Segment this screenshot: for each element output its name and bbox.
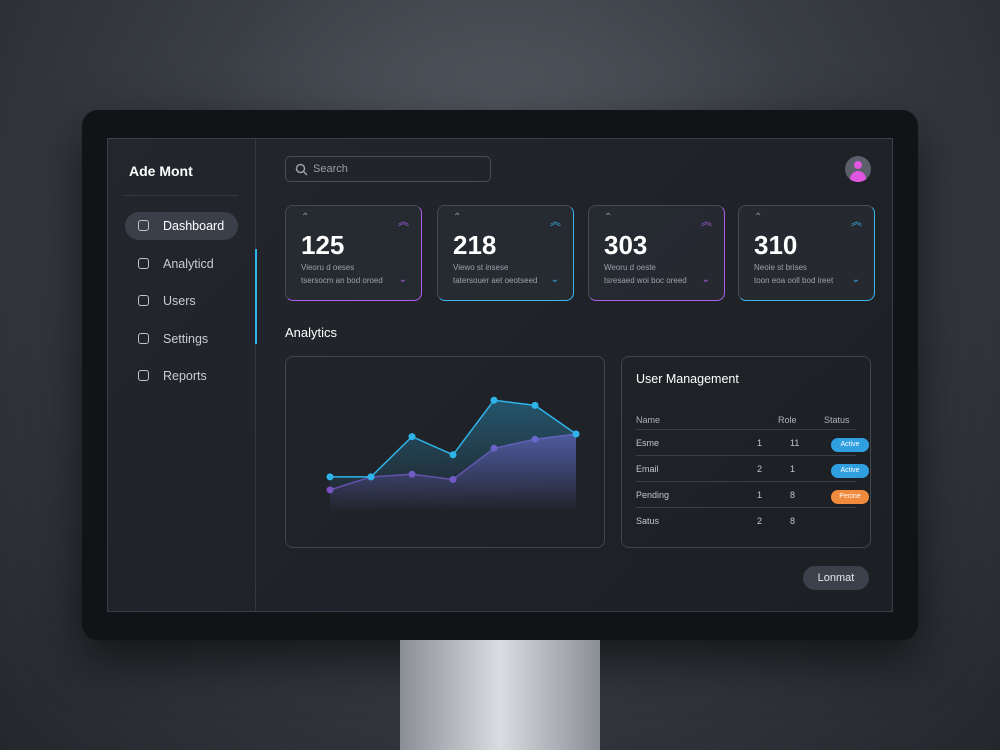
avatar[interactable] xyxy=(845,156,871,182)
chevron-down: ⌄ xyxy=(851,274,860,285)
nav-icon xyxy=(138,257,149,269)
search-icon xyxy=(295,163,308,176)
chevron-up: ⌃ xyxy=(301,212,310,223)
monitor-stand xyxy=(400,640,600,750)
chevron-up: ⌃ xyxy=(604,212,613,223)
stat-card[interactable]: ⌃ ︽ 125 Vieoru d oeses tsersocm an bod oroed… xyxy=(285,205,422,301)
chevron-up: ⌃ xyxy=(453,212,462,223)
stat-value: 125 xyxy=(301,230,345,260)
trend-icon: ︽ xyxy=(701,216,712,228)
stat-line: tatersouer aet oeotseed xyxy=(453,276,538,285)
table-row: Satus 2 8 xyxy=(636,507,856,533)
nav-label: Settings xyxy=(163,331,209,346)
nav-icon xyxy=(138,220,149,231)
stat-card[interactable]: ⌃ ︽ 310 Neoie st brises toon eoa ooll bod ir… xyxy=(738,205,875,301)
stat-line: tsresaed woi boc oreed xyxy=(604,276,687,285)
brand: Ade Mont xyxy=(129,163,193,179)
stat-card[interactable]: ⌃ ︽ 303 Weoru d oeste tsresaed woi boc oreed… xyxy=(588,205,725,301)
nav-icon xyxy=(138,370,149,381)
nav-label: Dashboard xyxy=(163,219,225,233)
point xyxy=(531,401,539,409)
nav-item[interactable]: Users xyxy=(125,287,238,315)
chevron-up: ⌃ xyxy=(754,212,763,223)
cell: Esme xyxy=(636,438,660,448)
trend-icon: ︽ xyxy=(398,216,409,228)
chevron-down: ⌄ xyxy=(701,274,710,285)
line-chart xyxy=(326,396,580,512)
column-header: Role xyxy=(778,415,797,425)
point xyxy=(326,473,334,481)
cell: Email xyxy=(636,464,659,474)
search-box[interactable]: Search xyxy=(285,156,491,182)
user-panel: User Management Name Role Status Esme 1 11 Act… xyxy=(621,356,871,548)
action-button[interactable]: Lonmat xyxy=(803,566,869,590)
stat-line: Neoie st brises xyxy=(754,263,807,272)
stat-value: 310 xyxy=(754,230,798,260)
stat-line: toon eoa ooll bod ireet xyxy=(754,276,834,285)
stat-line: Viewo st insese xyxy=(453,263,509,272)
status-badge: Active xyxy=(831,464,869,478)
cell: Satus xyxy=(636,516,660,526)
chart-panel xyxy=(285,356,605,548)
point xyxy=(572,430,580,438)
scroll-indicator xyxy=(255,249,257,344)
point xyxy=(408,433,416,441)
stat-line: Vieoru d oeses xyxy=(301,263,355,272)
table-row: Email 2 1 Active xyxy=(636,455,869,481)
cell: 1 xyxy=(757,490,763,500)
divider xyxy=(124,195,238,196)
nav-item[interactable]: Dashboard xyxy=(125,212,238,240)
stat-value: 218 xyxy=(453,230,497,260)
table-row: Esme 1 11 Active xyxy=(636,429,869,455)
stat-line: tsersocm an bod oroed xyxy=(301,276,383,285)
stat-card[interactable]: ⌃ ︽ 218 Viewo st insese tatersouer aet oeots… xyxy=(437,205,574,301)
nav-label: Analyticd xyxy=(163,256,214,271)
status-badge: Active xyxy=(831,438,869,452)
cell: 8 xyxy=(790,490,796,500)
stat-value: 303 xyxy=(604,230,648,260)
cell: 1 xyxy=(790,464,796,474)
cell: 11 xyxy=(790,438,800,448)
chevron-down: ⌄ xyxy=(398,274,407,285)
nav-item[interactable]: Analyticd xyxy=(125,250,238,278)
nav-icon xyxy=(138,295,149,306)
sidebar: Ade Mont Dashboard Analyticd Users Settings… xyxy=(108,139,256,611)
cell: 8 xyxy=(790,516,796,526)
nav-label: Users xyxy=(163,294,196,308)
cell: 2 xyxy=(757,464,763,474)
panel-title: User Management xyxy=(636,372,739,386)
trend-icon: ︽ xyxy=(550,216,561,228)
nav-item[interactable]: Settings xyxy=(125,325,238,353)
cell: 1 xyxy=(757,438,763,448)
table-header: Name Role Status xyxy=(636,407,856,433)
trend-icon: ︽ xyxy=(851,216,862,228)
search-placeholder: Search xyxy=(313,163,348,175)
nav-icon xyxy=(138,332,149,344)
column-header: Name xyxy=(636,415,661,425)
column-header: Status xyxy=(824,415,850,425)
cell: 2 xyxy=(757,516,763,526)
cell: Pending xyxy=(636,490,670,500)
screen: Ade Mont Dashboard Analyticd Users Settings… xyxy=(107,138,893,612)
section-title: Analytics xyxy=(285,325,338,340)
stat-line: Weoru d oeste xyxy=(604,263,656,272)
status-badge: Pecine xyxy=(831,490,869,504)
nav-item[interactable]: Reports xyxy=(125,362,238,390)
chevron-down: ⌄ xyxy=(550,274,559,285)
point xyxy=(490,396,498,404)
table-row: Pending 1 8 Pecine xyxy=(636,481,869,507)
nav-label: Reports xyxy=(163,369,207,383)
point xyxy=(367,473,375,481)
point xyxy=(449,451,457,459)
